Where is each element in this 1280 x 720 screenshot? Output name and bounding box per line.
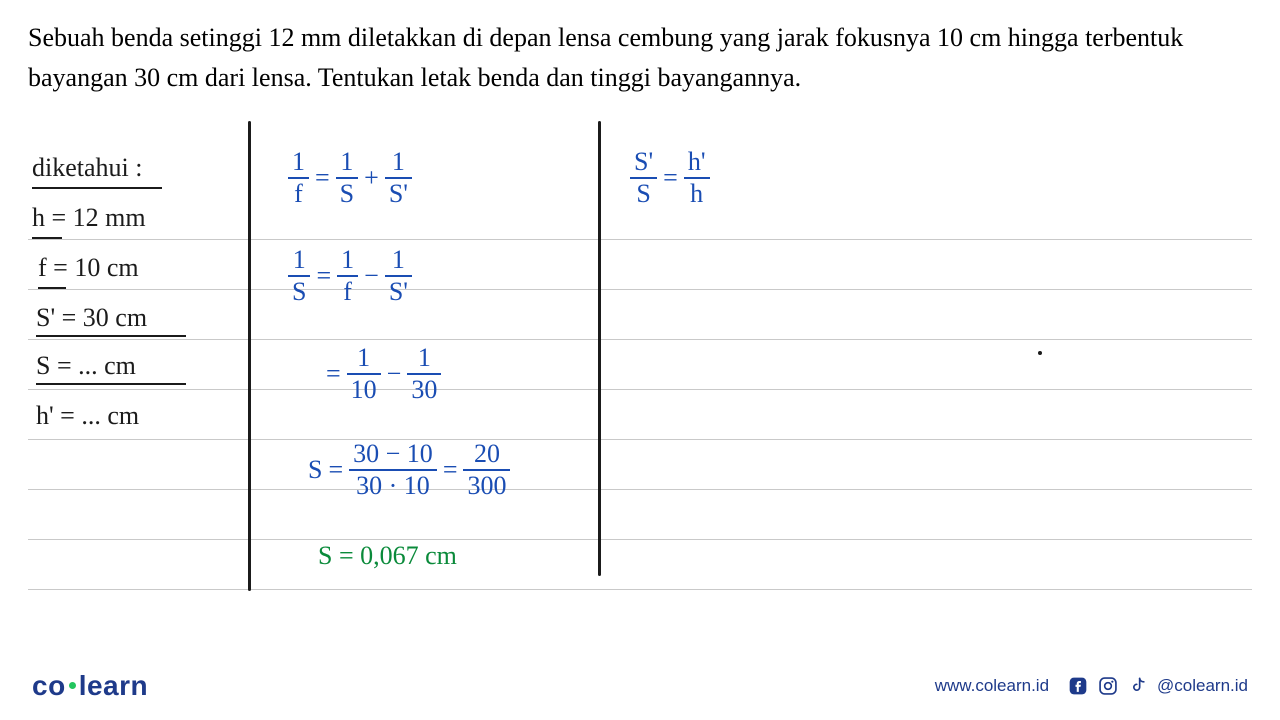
given-line-f: f = 10 cm xyxy=(38,255,139,281)
footer-handle: @colearn.id xyxy=(1157,676,1248,696)
social-icons: @colearn.id xyxy=(1067,675,1248,697)
footer-url: www.colearn.id xyxy=(935,676,1049,696)
brand-logo: colearn xyxy=(32,670,148,702)
stray-dot xyxy=(1038,351,1042,355)
footer-right: www.colearn.id @colearn.id xyxy=(935,675,1248,697)
given-title: diketahui : xyxy=(32,155,142,181)
given-line-h: h = 12 mm xyxy=(32,205,146,231)
work-area: diketahui : h = 12 mm f = 10 cm S' = 30 … xyxy=(28,121,1252,601)
brand-right: learn xyxy=(79,670,148,701)
equation-solve-s-step3: S = 30 − 1030 · 10 = 20300 xyxy=(308,441,510,500)
column-divider-2 xyxy=(598,121,601,576)
column-divider-1 xyxy=(248,121,251,591)
given-title-underline xyxy=(32,187,162,189)
brand-dot-icon xyxy=(69,682,76,689)
brand-left: co xyxy=(32,670,66,701)
equation-magnification: S'S = h'h xyxy=(630,149,710,208)
question-text: Sebuah benda setinggi 12 mm diletakkan d… xyxy=(0,0,1280,111)
equation-solve-s-step1: 1S = 1f − 1S' xyxy=(288,247,412,306)
footer: colearn www.colearn.id @colearn.id xyxy=(0,670,1280,702)
given-sprime-underline xyxy=(36,335,186,337)
given-line-s: S = ... cm xyxy=(36,353,136,379)
given-s-underline xyxy=(36,383,186,385)
result-s: S = 0,067 cm xyxy=(318,543,457,569)
given-f-underline xyxy=(38,287,66,289)
facebook-icon xyxy=(1067,675,1089,697)
instagram-icon xyxy=(1097,675,1119,697)
tiktok-icon xyxy=(1127,675,1149,697)
equation-solve-s-step2: = 110 − 130 xyxy=(326,345,441,404)
equation-lens-formula: 1f = 1S + 1S' xyxy=(288,149,412,208)
given-line-sprime: S' = 30 cm xyxy=(36,305,147,331)
given-h-underline xyxy=(32,237,62,239)
given-line-hprime: h' = ... cm xyxy=(36,403,139,429)
